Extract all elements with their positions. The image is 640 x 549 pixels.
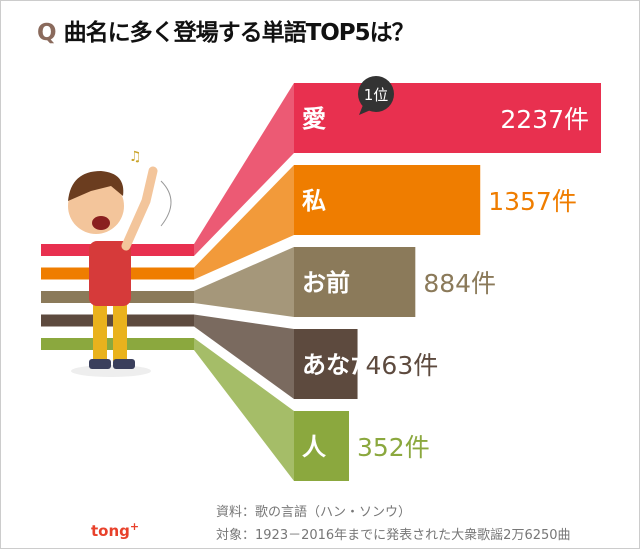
- singer-illustration: ♫: [68, 149, 172, 377]
- category-label: お前: [302, 269, 350, 297]
- badge-tail: [359, 105, 373, 115]
- bar-4: [294, 411, 349, 481]
- category-label: あなた: [302, 351, 374, 379]
- q-mark: Q: [37, 20, 57, 46]
- value-label: 2237件: [500, 105, 589, 134]
- category-label: 愛: [302, 105, 326, 133]
- category-label: 私: [302, 187, 326, 215]
- svg-text:♫: ♫: [129, 149, 142, 165]
- value-label: 352件: [357, 433, 430, 462]
- category-label: 人: [302, 433, 326, 461]
- badge-circle: [358, 76, 394, 112]
- bar-1: [294, 165, 481, 235]
- funnel-4: [194, 338, 294, 481]
- bar-3: [294, 329, 358, 399]
- funnel-1: [194, 165, 294, 280]
- badge-text: 1位: [364, 86, 389, 104]
- rank-badge: 1位: [358, 76, 394, 115]
- funnel-3: [194, 314, 294, 399]
- target-note: 対象：1923－2016年までに発表された大衆歌謡2万6250曲: [216, 528, 571, 543]
- source-note: 資料：歌の言語（ハン・ソンウ）: [216, 505, 412, 520]
- funnel-0: [194, 83, 294, 256]
- bar-2: [294, 247, 416, 317]
- tong-logo: tong+: [91, 520, 140, 540]
- value-label: 1357件: [488, 187, 577, 216]
- value-label: 463件: [366, 351, 439, 380]
- page-title: Q 曲名に多く登場する単語TOP5は？: [37, 13, 415, 47]
- funnel-2: [194, 247, 294, 317]
- title-text: 曲名に多く登場する単語TOP5は？: [63, 20, 415, 46]
- bar-0: [294, 83, 601, 153]
- value-label: 884件: [423, 269, 496, 298]
